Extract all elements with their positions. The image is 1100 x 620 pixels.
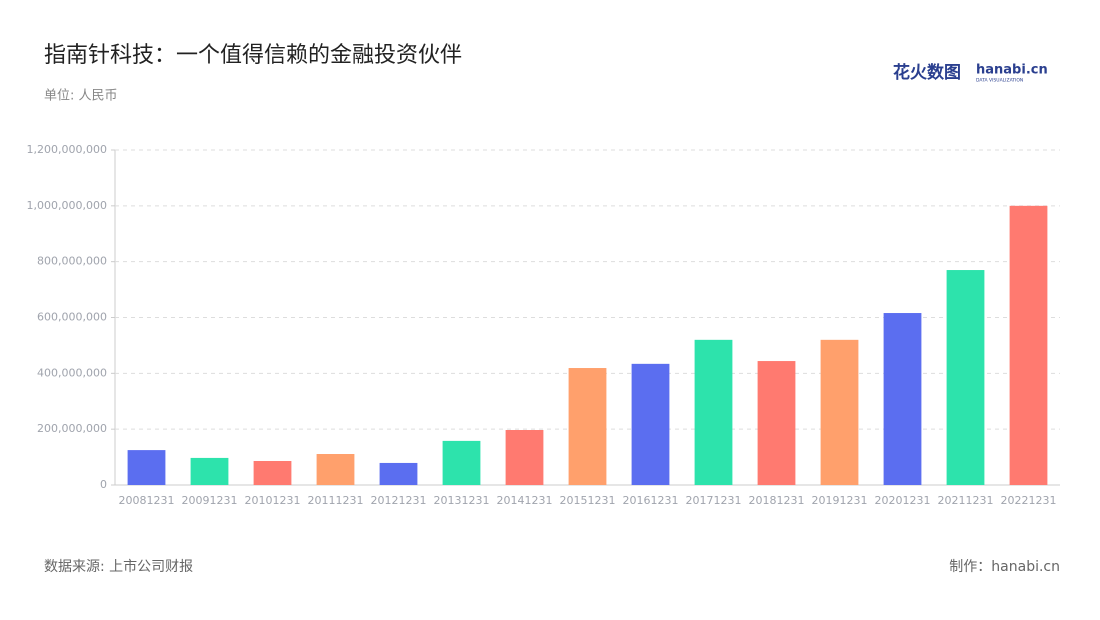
y-tick-label: 600,000,000 [37, 311, 107, 324]
bar [757, 361, 796, 485]
y-tick-label: 400,000,000 [37, 366, 107, 379]
x-tick-label: 20141231 [497, 494, 553, 507]
x-tick-label: 20121231 [371, 494, 427, 507]
x-tick-label: 20201231 [875, 494, 931, 507]
x-tick-label: 20221231 [1001, 494, 1057, 507]
chart-subtitle: 单位: 人民币 [44, 89, 118, 104]
chart-title: 指南针科技：一个值得信赖的金融投资伙伴 [44, 43, 462, 68]
x-tick-label: 20091231 [182, 494, 238, 507]
bar [253, 460, 292, 485]
x-tick-label: 20191231 [812, 494, 868, 507]
bar [631, 363, 670, 485]
y-tick-label: 1,000,000,000 [27, 199, 107, 212]
bar [946, 270, 985, 485]
bar [190, 457, 229, 485]
y-tick-label: 0 [100, 478, 107, 491]
y-tick-label: 200,000,000 [37, 422, 107, 435]
logo-tagline: DATA VISUALIZATION [976, 78, 1023, 84]
bar [505, 430, 544, 485]
y-tick-label: 1,200,000,000 [27, 143, 107, 156]
bar [883, 313, 922, 485]
bar [379, 462, 418, 485]
bar [316, 454, 355, 485]
bar [694, 339, 733, 485]
bar [127, 450, 166, 485]
x-tick-label: 20111231 [308, 494, 364, 507]
x-tick-label: 20151231 [560, 494, 616, 507]
bar [820, 339, 859, 485]
x-tick-label: 20081231 [119, 494, 175, 507]
logo-site: hanabi.cn [976, 63, 1048, 78]
source: 数据来源: 上市公司财报 [44, 558, 193, 575]
bar [568, 368, 607, 485]
x-tick-label: 20101231 [245, 494, 301, 507]
bar [1009, 205, 1048, 486]
x-tick-label: 20181231 [749, 494, 805, 507]
bar [442, 440, 481, 485]
y-tick-label: 800,000,000 [37, 255, 107, 268]
credit: 制作：hanabi.cn [949, 559, 1060, 575]
x-tick-label: 20171231 [686, 494, 742, 507]
x-tick-label: 20131231 [434, 494, 490, 507]
logo-brand: 花火数图 [893, 62, 961, 83]
x-tick-label: 20211231 [938, 494, 994, 507]
x-tick-label: 20161231 [623, 494, 679, 507]
